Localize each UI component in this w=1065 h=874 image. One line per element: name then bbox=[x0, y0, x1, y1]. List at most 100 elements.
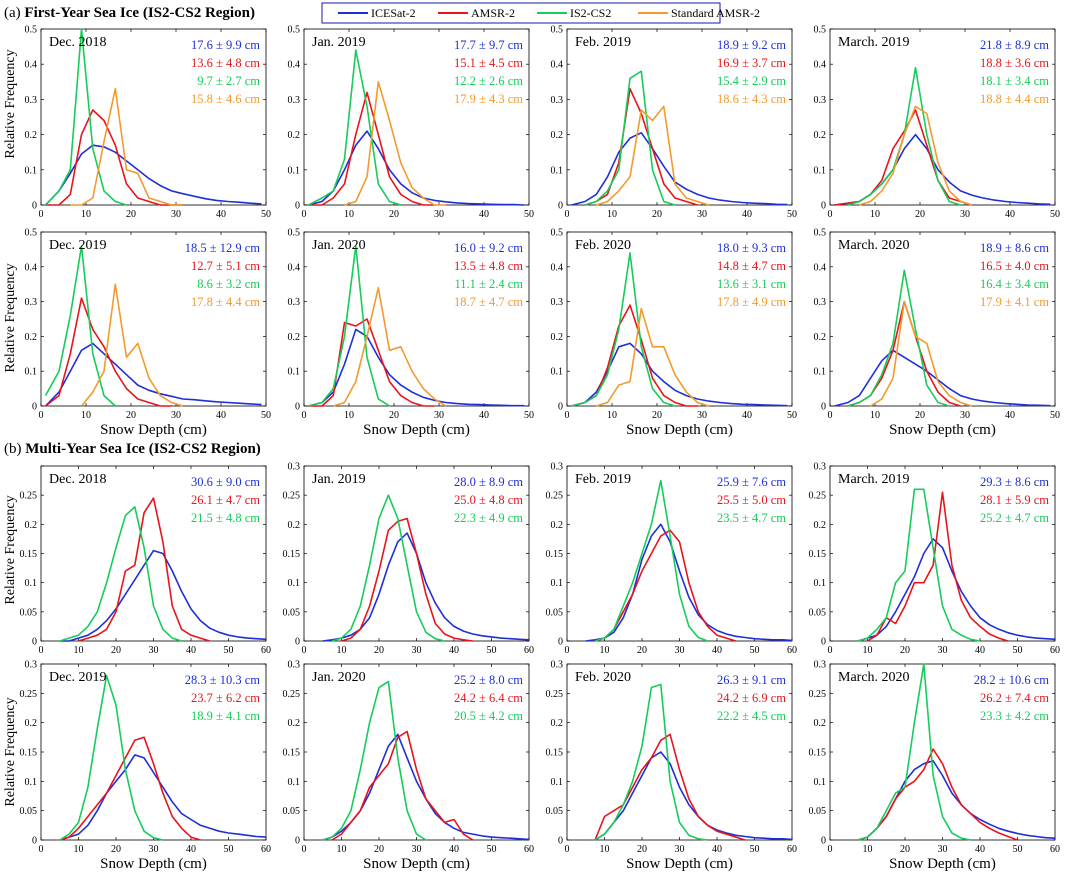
stat-label-is2-cs2: 11.1 ± 2.4 cm bbox=[454, 277, 523, 291]
stat-label-is2-cs2: 18.1 ± 3.4 cm bbox=[980, 74, 1049, 88]
y-tick-label: 0.25 bbox=[809, 689, 827, 700]
y-tick-label: 0.05 bbox=[20, 806, 38, 817]
y-tick-label: 0.1 bbox=[814, 578, 827, 589]
x-tick-label: 10 bbox=[81, 410, 91, 421]
y-tick-label: 0.2 bbox=[551, 130, 564, 141]
y-tick-label: 0.3 bbox=[288, 660, 301, 671]
stat-label-amsr-2: 16.5 ± 4.0 cm bbox=[980, 259, 1049, 273]
x-tick-label: 20 bbox=[389, 209, 399, 220]
y-tick-label: 0.1 bbox=[814, 367, 827, 378]
y-tick-label: 0.2 bbox=[288, 332, 301, 343]
y-tick-label: 0.2 bbox=[551, 718, 564, 729]
series-line-is2-cs2 bbox=[44, 245, 116, 407]
x-tick-label: 30 bbox=[675, 844, 685, 855]
y-tick-label: 0.2 bbox=[288, 520, 301, 531]
stat-label-amsr-2: 14.8 ± 4.7 cm bbox=[717, 259, 786, 273]
series-line-is2-cs2 bbox=[857, 488, 981, 642]
y-tick-label: 0.2 bbox=[551, 332, 564, 343]
y-tick-label: 0.4 bbox=[814, 60, 827, 71]
x-tick-label: 30 bbox=[960, 209, 970, 220]
x-tick-label: 40 bbox=[479, 410, 489, 421]
y-axis-label: Relative Frequency bbox=[3, 49, 18, 158]
x-tick-label: 40 bbox=[712, 844, 722, 855]
series-line-icesat-2 bbox=[834, 349, 1051, 407]
stat-label-is2-cs2: 15.4 ± 2.9 cm bbox=[717, 74, 786, 88]
plot-frame bbox=[303, 28, 530, 206]
series-line-icesat-2 bbox=[322, 532, 530, 642]
y-tick-label: 0.25 bbox=[20, 689, 38, 700]
x-tick-label: 0 bbox=[302, 410, 307, 421]
series-line-amsr-2 bbox=[594, 733, 746, 841]
series-line-icesat-2 bbox=[308, 130, 525, 206]
plot-frame bbox=[566, 231, 793, 407]
series-line-icesat-2 bbox=[857, 759, 1056, 841]
x-tick-label: 20 bbox=[900, 844, 910, 855]
y-tick-label: 0.3 bbox=[814, 462, 827, 473]
stat-label-amsr-2: 13.5 ± 4.8 cm bbox=[454, 259, 523, 273]
panel-11: 0 10 20 30 40 50 60 0 0.05 0.1 0.15 0.2 0.25 0.3 Feb. … bbox=[546, 462, 798, 657]
x-tick-label: 0 bbox=[565, 209, 570, 220]
series-line-is2-cs2 bbox=[857, 663, 971, 841]
x-tick-label: 10 bbox=[870, 410, 880, 421]
x-axis-label: Snow Depth (cm) bbox=[363, 422, 470, 438]
x-tick-label: 0 bbox=[302, 844, 307, 855]
y-tick-label: 0.5 bbox=[288, 25, 301, 36]
y-tick-label: 0 bbox=[32, 836, 37, 847]
y-tick-label: 0.4 bbox=[288, 60, 301, 71]
y-tick-label: 0.15 bbox=[546, 748, 564, 759]
series-line-is2-cs2 bbox=[308, 245, 390, 407]
x-tick-label: 50 bbox=[487, 844, 497, 855]
y-tick-label: 0 bbox=[295, 836, 300, 847]
series-line-amsr-2 bbox=[308, 91, 435, 206]
x-tick-label: 50 bbox=[750, 645, 760, 656]
y-tick-label: 0.25 bbox=[283, 689, 301, 700]
series-line-icesat-2 bbox=[834, 133, 1051, 206]
series-line-standard-amsr-2 bbox=[870, 300, 973, 407]
panel-title: Jan. 2019 bbox=[312, 472, 366, 487]
stat-label-amsr-2: 23.7 ± 6.2 cm bbox=[191, 691, 260, 705]
series-line-icesat-2 bbox=[594, 751, 793, 841]
y-tick-label: 0.1 bbox=[288, 777, 301, 788]
series-line-standard-amsr-2 bbox=[344, 81, 446, 206]
x-tick-label: 10 bbox=[870, 209, 880, 220]
x-tick-label: 0 bbox=[39, 844, 44, 855]
y-tick-label: 0.15 bbox=[283, 549, 301, 560]
y-tick-label: 0.3 bbox=[814, 297, 827, 308]
y-tick-label: 0.15 bbox=[809, 549, 827, 560]
series-line-icesat-2 bbox=[571, 132, 788, 206]
y-tick-label: 0.2 bbox=[25, 130, 38, 141]
x-tick-label: 0 bbox=[39, 645, 44, 656]
x-tick-label: 30 bbox=[960, 410, 970, 421]
y-tick-label: 0.15 bbox=[809, 748, 827, 759]
panel-title: March. 2020 bbox=[838, 670, 910, 685]
y-tick-label: 0.4 bbox=[288, 262, 301, 273]
y-tick-label: 0.5 bbox=[25, 25, 38, 36]
x-tick-label: 0 bbox=[565, 410, 570, 421]
x-tick-label: 10 bbox=[600, 844, 610, 855]
x-tick-label: 50 bbox=[261, 410, 271, 421]
x-tick-label: 30 bbox=[697, 410, 707, 421]
y-tick-label: 0 bbox=[821, 836, 826, 847]
stat-label-standard-amsr-2: 17.8 ± 4.4 cm bbox=[191, 295, 260, 309]
x-tick-label: 10 bbox=[607, 410, 617, 421]
y-tick-label: 0.3 bbox=[814, 660, 827, 671]
section-a-title: (a) First-Year Sea Ice (IS2-CS2 Region) bbox=[4, 5, 255, 21]
x-tick-label: 50 bbox=[1050, 209, 1060, 220]
x-tick-label: 20 bbox=[915, 410, 925, 421]
y-tick-label: 0.1 bbox=[551, 578, 564, 589]
plot-frame bbox=[40, 28, 267, 206]
y-tick-label: 0.3 bbox=[25, 297, 38, 308]
y-tick-label: 0.1 bbox=[551, 165, 564, 176]
y-tick-label: 0.1 bbox=[288, 367, 301, 378]
stat-label-amsr-2: 26.2 ± 7.4 cm bbox=[980, 691, 1049, 705]
series-line-amsr-2 bbox=[308, 318, 435, 407]
x-tick-label: 30 bbox=[149, 645, 159, 656]
y-tick-label: 0.1 bbox=[551, 777, 564, 788]
series-line-is2-cs2 bbox=[594, 683, 708, 841]
y-tick-label: 0.2 bbox=[814, 520, 827, 531]
x-tick-label: 30 bbox=[938, 645, 948, 656]
stat-label-is2-cs2: 21.5 ± 4.8 cm bbox=[191, 511, 260, 525]
panel-15: 0 10 20 30 40 50 60 0 0.05 0.1 0.15 0.2 0.25 0.3 Snow … bbox=[546, 660, 798, 873]
x-tick-label: 10 bbox=[863, 844, 873, 855]
